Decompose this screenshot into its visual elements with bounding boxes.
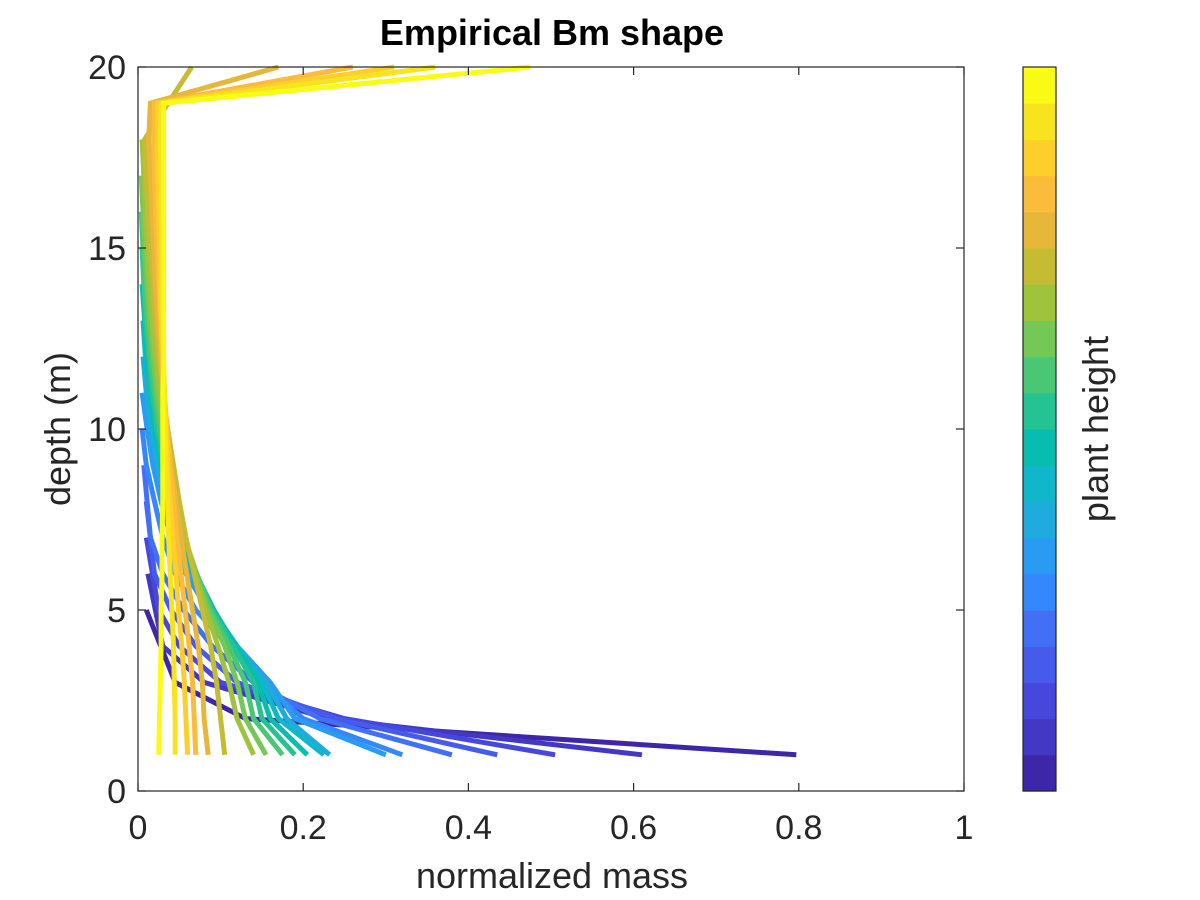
y-tick-label: 0 (107, 773, 126, 811)
colorbar-segment (1023, 537, 1056, 575)
colorbar-frame (1022, 66, 1057, 792)
colorbar-segment (1023, 573, 1056, 611)
colorbar-segment (1023, 211, 1056, 249)
colorbar-segment (1023, 429, 1056, 466)
x-tick-label: 0.2 (280, 809, 327, 847)
colorbar-segment (1023, 103, 1056, 140)
colorbar-segment (1023, 248, 1056, 285)
y-tick-label: 15 (88, 230, 126, 268)
colorbar-segment (1023, 754, 1056, 792)
colorbar-segment (1023, 501, 1056, 539)
y-tick-label: 10 (88, 411, 126, 449)
x-tick-label: 0.8 (775, 809, 822, 847)
colorbar-segment (1023, 67, 1056, 104)
series-layer (138, 64, 797, 758)
colorbar-label: plant height (1075, 336, 1116, 522)
series-line (154, 64, 395, 755)
x-tick-label: 0 (129, 809, 148, 847)
colorbar-segment (1023, 139, 1056, 177)
colorbar-segment (1023, 175, 1056, 213)
colorbar (1023, 67, 1056, 792)
x-tick-label: 1 (955, 809, 974, 847)
colorbar-segment (1023, 610, 1056, 647)
series-line (156, 64, 531, 755)
x-axis-label: normalized mass (416, 855, 688, 896)
colorbar-segment (1023, 320, 1056, 358)
colorbar-segment (1023, 392, 1056, 430)
colorbar-segment (1023, 718, 1056, 756)
colorbar-segment (1023, 682, 1056, 720)
chart-title: Empirical Bm shape (380, 12, 724, 53)
y-axis-label: depth (m) (37, 352, 78, 506)
x-tick-label: 0.6 (610, 809, 657, 847)
x-tick-label: 0.4 (445, 809, 492, 847)
colorbar-segment (1023, 465, 1056, 502)
colorbar-segment (1023, 356, 1056, 394)
colorbar-segment (1023, 284, 1056, 321)
y-tick-label: 5 (107, 592, 126, 630)
colorbar-segment (1023, 646, 1056, 683)
y-tick-label: 20 (88, 49, 126, 87)
